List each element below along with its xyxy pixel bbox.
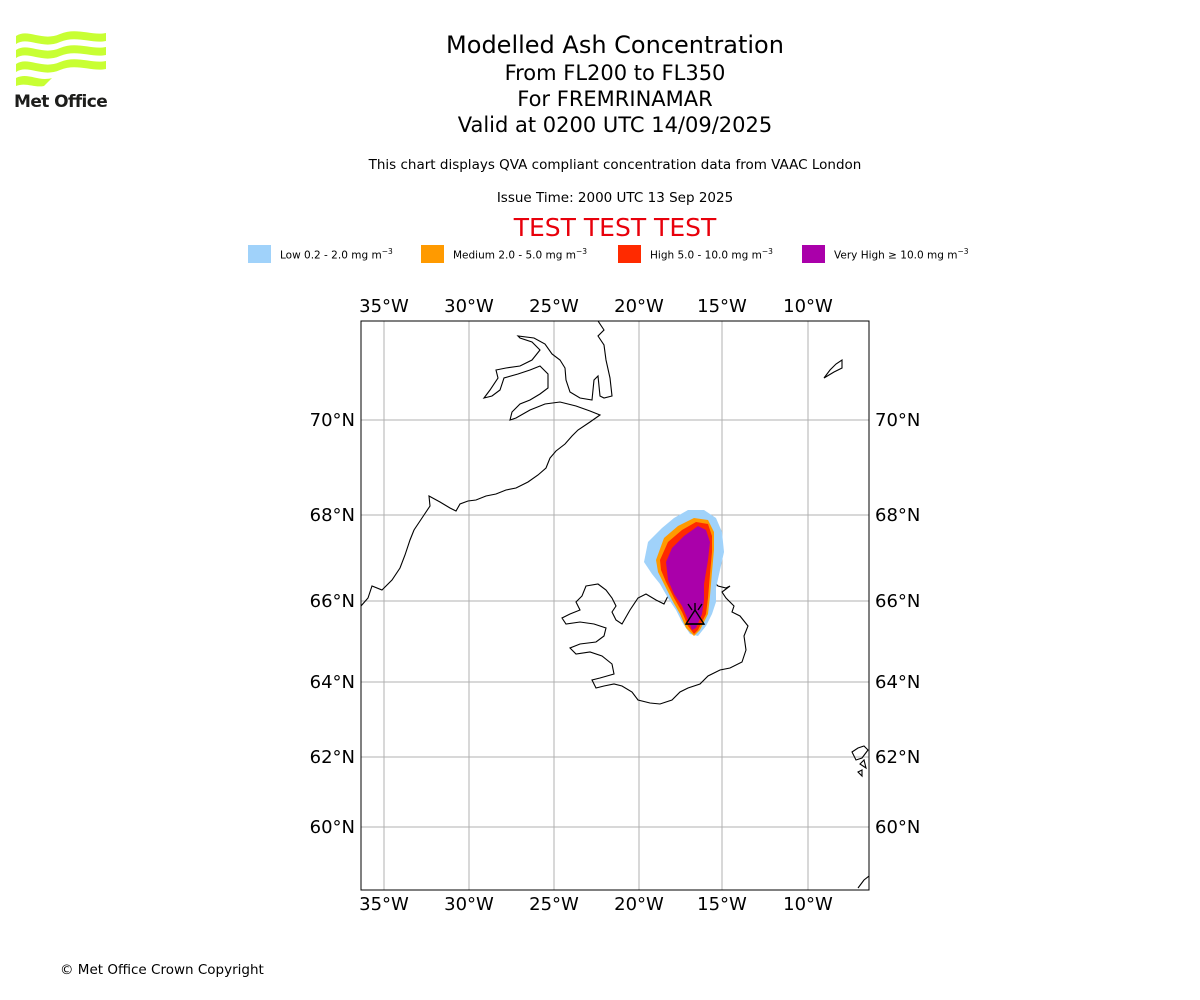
title-line-4: Valid at 0200 UTC 14/09/2025: [457, 113, 773, 137]
legend-swatch-medium: [421, 245, 444, 263]
greenland-coastline: [361, 321, 613, 607]
jan-mayen-coastline: [823, 358, 843, 379]
legend-item-very-high: Very High ≥ 10.0 mg m−3: [802, 244, 969, 264]
shetland-coastline: [857, 875, 869, 889]
met-office-logo: Met Office: [14, 30, 108, 112]
lat-labels-right: 70°N 68°N 66°N 64°N 62°N 60°N: [875, 410, 920, 838]
lat-label-66n-right: 66°N: [875, 591, 920, 612]
coastlines: [361, 321, 869, 889]
legend-label-medium: Medium 2.0 - 5.0 mg m: [453, 249, 576, 262]
lat-label-62n-left: 62°N: [310, 747, 355, 768]
title-line-2: From FL200 to FL350: [504, 61, 726, 85]
copyright-notice: © Met Office Crown Copyright: [60, 962, 264, 978]
legend-swatch-high: [618, 245, 641, 263]
lon-label-25w-top: 25°W: [529, 296, 579, 317]
lon-label-35w-top: 35°W: [359, 296, 409, 317]
map-grid: [361, 321, 869, 890]
iceland-coastline: [561, 579, 749, 705]
legend-item-low: Low 0.2 - 2.0 mg m−3: [248, 244, 393, 264]
lon-labels-bottom: 35°W 30°W 25°W 20°W 15°W 10°W: [359, 894, 833, 915]
lon-label-10w-bottom: 10°W: [783, 894, 833, 915]
legend-label-high: High 5.0 - 10.0 mg m: [650, 249, 762, 262]
lon-label-30w-bottom: 30°W: [444, 894, 494, 915]
lat-label-68n-left: 68°N: [310, 505, 355, 526]
lat-label-60n-left: 60°N: [310, 817, 355, 838]
lat-label-64n-right: 64°N: [875, 672, 920, 693]
lat-label-70n-left: 70°N: [310, 410, 355, 431]
lat-label-66n-left: 66°N: [310, 591, 355, 612]
title-line-3: For FREMRINAMAR: [517, 87, 713, 111]
legend: Low 0.2 - 2.0 mg m−3 Medium 2.0 - 5.0 mg…: [0, 244, 1200, 266]
chart-description: This chart displays QVA compliant concen…: [368, 157, 862, 173]
logo-text: Met Office: [14, 92, 108, 112]
lon-label-15w-top: 15°W: [697, 296, 747, 317]
legend-label-very-high: Very High ≥ 10.0 mg m: [834, 249, 958, 262]
legend-item-high: High 5.0 - 10.0 mg m−3: [618, 244, 773, 264]
lat-labels-left: 70°N 68°N 66°N 64°N 62°N 60°N: [310, 410, 355, 838]
map-frame: [360, 320, 870, 891]
legend-item-medium: Medium 2.0 - 5.0 mg m−3: [421, 244, 587, 264]
legend-swatch-low: [248, 245, 271, 263]
test-banner: TEST TEST TEST: [513, 213, 717, 242]
title-line-1: Modelled Ash Concentration: [446, 31, 784, 59]
lon-label-15w-bottom: 15°W: [697, 894, 747, 915]
lat-label-64n-left: 64°N: [310, 672, 355, 693]
chart-title: Modelled Ash Concentration From FL200 to…: [315, 30, 915, 138]
issue-time: Issue Time: 2000 UTC 13 Sep 2025: [496, 190, 734, 206]
lon-label-35w-bottom: 35°W: [359, 894, 409, 915]
lon-label-25w-bottom: 25°W: [529, 894, 579, 915]
lat-label-60n-right: 60°N: [875, 817, 920, 838]
faroe-islands-coastline: [851, 745, 869, 778]
lat-label-62n-right: 62°N: [875, 747, 920, 768]
volcano-icon: [684, 603, 706, 625]
met-office-waves-logo-icon: [16, 31, 106, 87]
ash-plume: [644, 510, 724, 636]
lat-label-68n-right: 68°N: [875, 505, 920, 526]
lon-label-10w-top: 10°W: [783, 296, 833, 317]
ash-very-high-contour: [666, 526, 710, 630]
lon-labels-top: 35°W 30°W 25°W 20°W 15°W 10°W: [359, 296, 833, 317]
legend-label-low: Low 0.2 - 2.0 mg m: [280, 249, 382, 262]
lon-label-30w-top: 30°W: [444, 296, 494, 317]
lon-label-20w-top: 20°W: [614, 296, 664, 317]
lat-label-70n-right: 70°N: [875, 410, 920, 431]
legend-swatch-very-high: [802, 245, 825, 263]
lon-label-20w-bottom: 20°W: [614, 894, 664, 915]
